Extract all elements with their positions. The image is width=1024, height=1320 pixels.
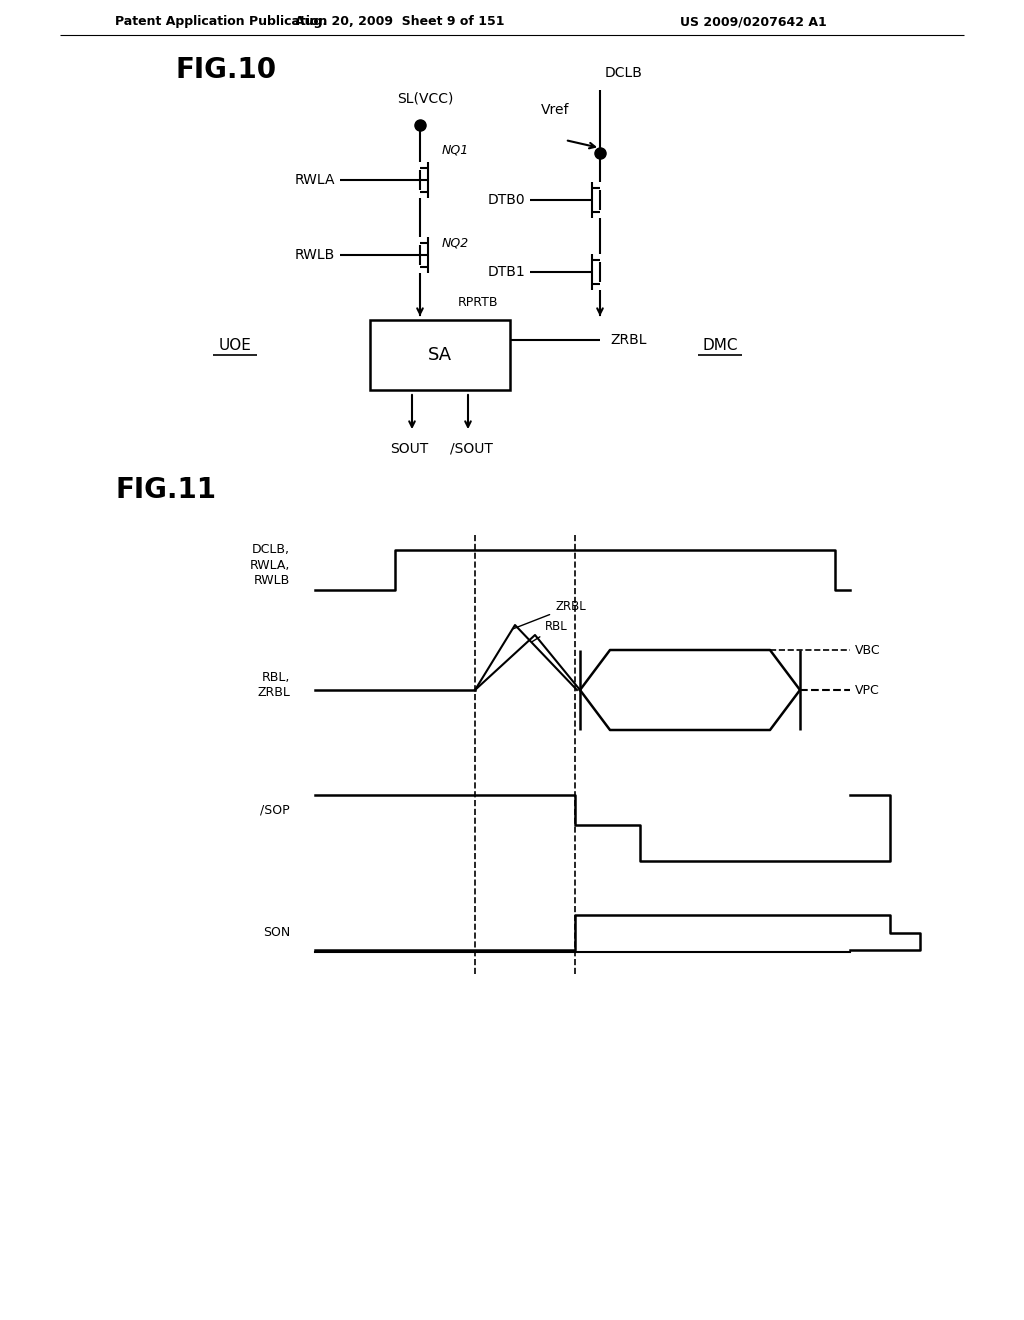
- Text: VPC: VPC: [855, 684, 880, 697]
- Bar: [370, 319, 510, 389]
- Text: RBL: RBL: [385, 325, 412, 339]
- Text: Aug. 20, 2009  Sheet 9 of 151: Aug. 20, 2009 Sheet 9 of 151: [295, 16, 505, 29]
- Text: /SOP: /SOP: [260, 804, 290, 817]
- Text: SON: SON: [263, 927, 290, 939]
- Text: DMC: DMC: [702, 338, 737, 352]
- Text: SOUT: SOUT: [390, 442, 428, 455]
- Text: Patent Application Publication: Patent Application Publication: [115, 16, 328, 29]
- Text: ZRBL: ZRBL: [610, 333, 646, 347]
- Text: DTB0: DTB0: [487, 193, 525, 207]
- Text: NQ1: NQ1: [442, 144, 469, 157]
- Text: DTB1: DTB1: [487, 265, 525, 279]
- Text: RBL: RBL: [532, 620, 567, 642]
- Text: ZRBL: ZRBL: [513, 601, 586, 630]
- Text: SA: SA: [428, 346, 452, 364]
- Text: RWLA: RWLA: [295, 173, 335, 187]
- Text: /SOUT: /SOUT: [450, 442, 493, 455]
- Text: UOE: UOE: [218, 338, 252, 352]
- Text: DCLB,
RWLA,
RWLB: DCLB, RWLA, RWLB: [250, 544, 290, 586]
- Text: NQ2: NQ2: [442, 236, 469, 249]
- Text: SL(VCC): SL(VCC): [397, 91, 454, 106]
- Text: RPRTB: RPRTB: [458, 297, 499, 309]
- Text: FIG.11: FIG.11: [115, 477, 216, 504]
- Text: Vref: Vref: [541, 103, 569, 117]
- Text: FIG.10: FIG.10: [175, 55, 276, 84]
- Text: VBC: VBC: [855, 644, 881, 656]
- Text: RWLB: RWLB: [295, 248, 335, 261]
- Text: DCLB: DCLB: [605, 66, 643, 81]
- Text: US 2009/0207642 A1: US 2009/0207642 A1: [680, 16, 826, 29]
- Text: RBL,
ZRBL: RBL, ZRBL: [257, 671, 290, 700]
